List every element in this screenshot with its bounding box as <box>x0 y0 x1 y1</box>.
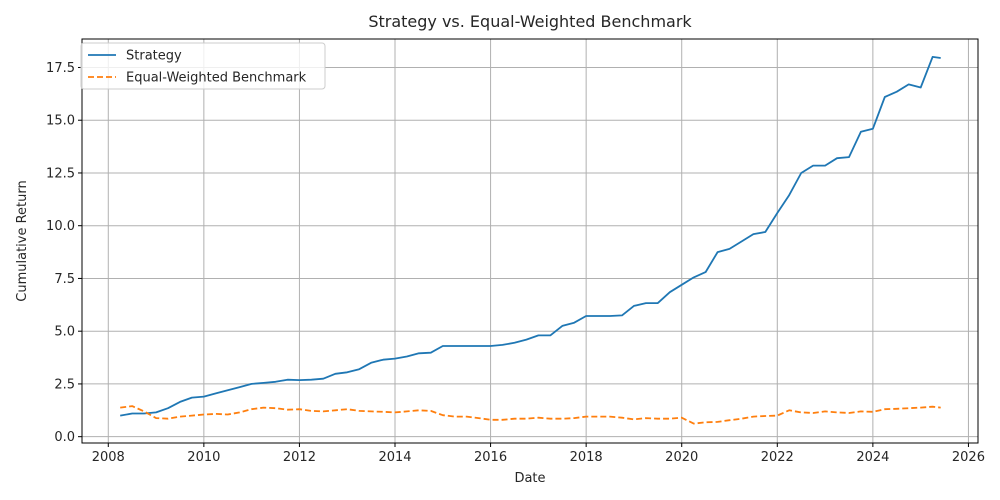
x-tick-label: 2010 <box>187 450 220 465</box>
y-axis-title: Cumulative Return <box>15 180 30 301</box>
x-axis-title: Date <box>514 471 545 486</box>
legend-box <box>80 42 326 90</box>
y-tick-label: 12.5 <box>46 166 75 181</box>
grid-lines <box>82 39 978 443</box>
x-tick-label: 2026 <box>952 450 985 465</box>
y-tick-label: 10.0 <box>46 219 75 234</box>
x-tick-label: 2008 <box>92 450 125 465</box>
axes-frame <box>81 38 979 444</box>
series-lines <box>120 56 941 425</box>
x-tick-label: 2024 <box>856 450 889 465</box>
legend: Strategy Equal-Weighted Benchmark <box>80 42 326 90</box>
x-tick-label: 2020 <box>665 450 698 465</box>
x-tick-label: 2016 <box>474 450 507 465</box>
x-tick-label: 2022 <box>761 450 794 465</box>
legend-label-strategy: Strategy <box>126 49 182 64</box>
axis-ticks: 2008 2010 2012 2014 2016 2018 2020 2022 2024 2026… <box>46 61 985 465</box>
y-tick-label: 5.0 <box>54 325 75 340</box>
y-tick-label: 17.5 <box>46 61 75 76</box>
chart-title: Strategy vs. Equal-Weighted Benchmark <box>368 12 692 31</box>
x-tick-label: 2014 <box>378 450 411 465</box>
strategy-line <box>120 56 941 417</box>
benchmark-line <box>120 405 941 425</box>
y-tick-label: 0.0 <box>54 430 75 445</box>
y-tick-label: 2.5 <box>54 377 75 392</box>
legend-label-benchmark: Equal-Weighted Benchmark <box>126 71 307 86</box>
x-tick-label: 2012 <box>283 450 316 465</box>
x-tick-label: 2018 <box>570 450 603 465</box>
y-tick-label: 15.0 <box>46 114 75 129</box>
y-tick-label: 7.5 <box>54 272 75 287</box>
